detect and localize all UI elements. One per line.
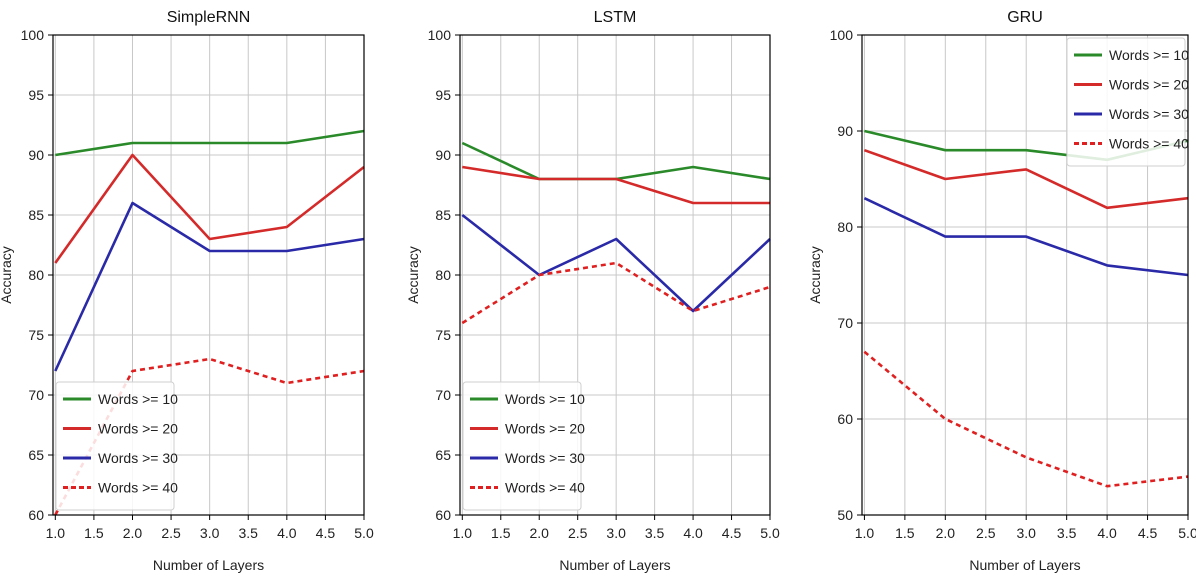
legend-label: Words >= 10 <box>98 391 178 407</box>
y-tick-label: 90 <box>435 147 451 163</box>
legend-label: Words >= 40 <box>1109 136 1189 152</box>
x-tick-label: 4.0 <box>277 525 297 541</box>
legend: Words >= 10 Words >= 20 Words >= 30 Words >… <box>462 381 585 511</box>
x-tick-label: 4.5 <box>316 525 336 541</box>
series-line-3 <box>863 197 1189 277</box>
x-tick-label: 1.5 <box>491 525 511 541</box>
chart-panel-simplernn: 1.0 1.5 2.0 2.5 3.0 3.5 4.0 4.5 5.0 60 65 70 75 80 85 9… <box>0 9 374 573</box>
y-tick-label: 100 <box>21 27 45 43</box>
y-tick-label: 75 <box>28 327 44 343</box>
x-tick-label: 1.5 <box>895 525 915 541</box>
x-tick-label: 3.0 <box>200 525 220 541</box>
series-line-3 <box>461 213 771 313</box>
x-tick-label: 1.0 <box>855 525 875 541</box>
y-tick-label: 90 <box>28 147 44 163</box>
series-line-2 <box>863 148 1189 210</box>
y-tick-label: 80 <box>837 219 853 235</box>
y-tick-label: 50 <box>837 507 853 523</box>
x-tick-label: 4.0 <box>683 525 703 541</box>
y-axis-label: Accuracy <box>405 246 421 304</box>
legend-label: Words >= 20 <box>98 421 178 437</box>
plot-frame <box>459 34 771 516</box>
series-line-2 <box>54 153 365 264</box>
chart-panel-gru: 1.0 1.5 2.0 2.5 3.0 3.5 4.0 4.5 5.0 50 60 70 80 90 100… <box>807 9 1196 573</box>
x-axis-label: Number of Layers <box>969 557 1080 573</box>
x-tick-label: 4.0 <box>1097 525 1117 541</box>
legend-box <box>1066 37 1186 167</box>
legend-label: Words >= 30 <box>505 450 585 466</box>
y-tick-label: 60 <box>435 507 451 523</box>
legend: Words >= 10 Words >= 20 Words >= 30 Words >… <box>1066 37 1189 167</box>
x-tick-label: 3.0 <box>1016 525 1036 541</box>
y-axis-label: Accuracy <box>807 246 823 304</box>
plot-frame <box>861 34 1189 516</box>
y-tick-label: 95 <box>28 87 44 103</box>
y-axis-label: Accuracy <box>0 246 14 304</box>
x-tick-label: 5.0 <box>354 525 374 541</box>
y-tick-label: 100 <box>830 27 854 43</box>
y-tick-label: 90 <box>837 123 853 139</box>
legend-label: Words >= 20 <box>1109 77 1189 93</box>
series-line-4 <box>863 350 1189 488</box>
legend-box <box>462 381 582 511</box>
legend-label: Words >= 40 <box>98 480 178 496</box>
x-tick-label: 3.5 <box>239 525 259 541</box>
x-axis-label: Number of Layers <box>153 557 264 573</box>
legend-box <box>55 381 175 511</box>
y-tick-label: 95 <box>435 87 451 103</box>
x-tick-label: 1.0 <box>46 525 66 541</box>
y-tick-label: 70 <box>837 315 853 331</box>
y-tick-label: 60 <box>28 507 44 523</box>
chart-title: LSTM <box>594 9 637 26</box>
chart-title: GRU <box>1007 9 1043 26</box>
x-tick-label: 1.0 <box>453 525 473 541</box>
chart-panel-lstm: 1.0 1.5 2.0 2.5 3.0 3.5 4.0 4.5 5.0 60 65 70 75 80 85 9… <box>405 9 780 573</box>
y-tick-label: 80 <box>435 267 451 283</box>
x-tick-label: 2.5 <box>568 525 588 541</box>
y-tick-label: 65 <box>28 447 44 463</box>
legend-label: Words >= 20 <box>505 421 585 437</box>
plot-frame <box>52 34 365 516</box>
y-tick-label: 65 <box>435 447 451 463</box>
x-tick-label: 4.5 <box>1138 525 1158 541</box>
y-tick-label: 85 <box>28 207 44 223</box>
x-tick-label: 2.0 <box>123 525 143 541</box>
y-tick-label: 80 <box>28 267 44 283</box>
x-tick-label: 2.5 <box>161 525 181 541</box>
series-line-2 <box>462 165 770 205</box>
x-tick-label: 2.0 <box>529 525 549 541</box>
series-line-1 <box>55 129 365 157</box>
y-tick-label: 70 <box>28 387 44 403</box>
y-tick-label: 75 <box>435 327 451 343</box>
x-tick-label: 2.0 <box>936 525 956 541</box>
x-tick-label: 4.5 <box>722 525 742 541</box>
y-tick-label: 70 <box>435 387 451 403</box>
x-axis-label: Number of Layers <box>559 557 670 573</box>
legend-label: Words >= 30 <box>1109 106 1189 122</box>
x-tick-label: 5.0 <box>760 525 780 541</box>
x-tick-label: 5.0 <box>1178 525 1196 541</box>
legend-label: Words >= 40 <box>505 480 585 496</box>
legend-label: Words >= 10 <box>505 391 585 407</box>
y-tick-label: 85 <box>435 207 451 223</box>
x-tick-label: 3.5 <box>1057 525 1077 541</box>
legend: Words >= 10 Words >= 20 Words >= 30 Words >… <box>55 381 178 511</box>
y-tick-label: 60 <box>837 411 853 427</box>
legend-label: Words >= 10 <box>1109 47 1189 63</box>
chart-title: SimpleRNN <box>167 9 251 26</box>
x-tick-label: 1.5 <box>84 525 104 541</box>
legend-label: Words >= 30 <box>98 450 178 466</box>
x-tick-label: 3.0 <box>606 525 626 541</box>
series-line-3 <box>54 201 365 372</box>
x-tick-label: 3.5 <box>645 525 665 541</box>
x-tick-label: 2.5 <box>976 525 996 541</box>
y-tick-label: 100 <box>428 27 452 43</box>
